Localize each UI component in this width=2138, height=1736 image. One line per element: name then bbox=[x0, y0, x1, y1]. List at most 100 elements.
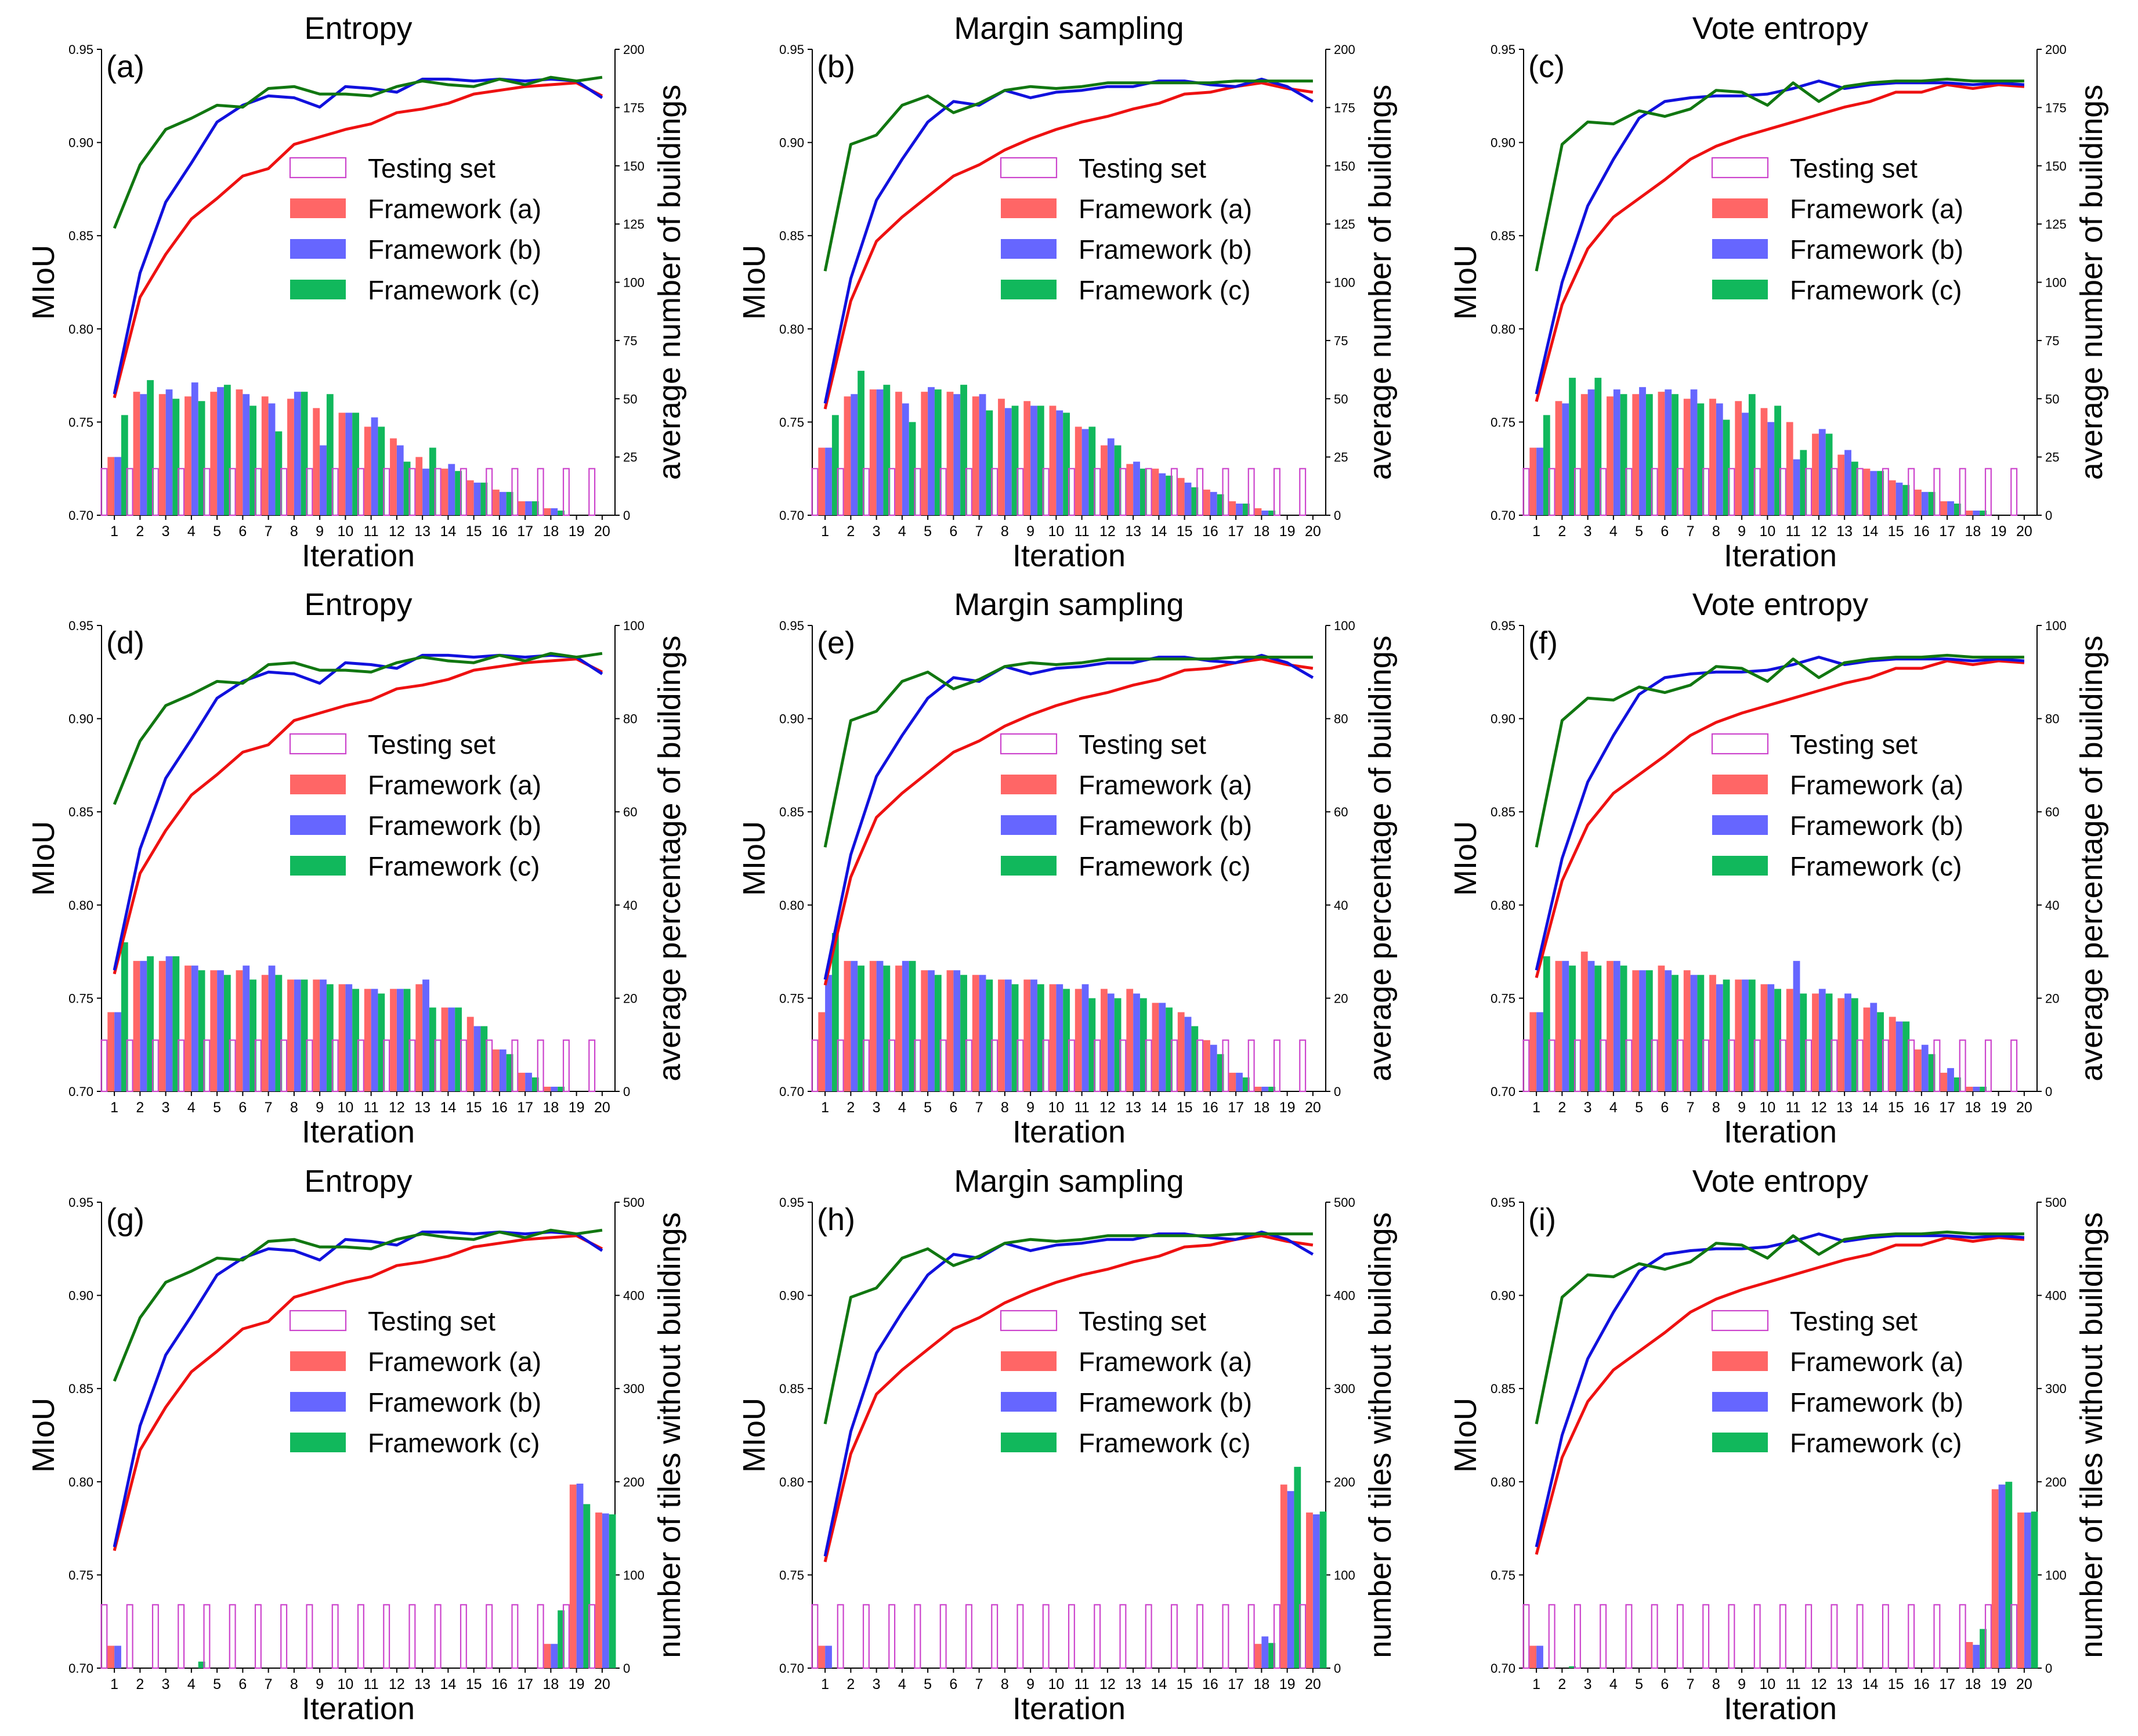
x-tick-label: 6 bbox=[1661, 1676, 1669, 1692]
x-tick-label: 7 bbox=[1687, 1100, 1695, 1116]
x-tick-label: 20 bbox=[1305, 523, 1321, 540]
bar-framework-a bbox=[261, 975, 269, 1091]
x-tick-label: 19 bbox=[1991, 1676, 2007, 1692]
legend-swatch-framework-c bbox=[290, 1433, 346, 1452]
bar-testing-set bbox=[914, 1604, 921, 1669]
bar-framework-a bbox=[1607, 961, 1614, 1091]
bar-framework-a bbox=[1254, 508, 1262, 515]
left-axis-label: MIoU bbox=[737, 245, 772, 320]
bar-testing-set bbox=[537, 1604, 544, 1669]
bar-framework-c bbox=[558, 1610, 565, 1668]
bar-framework-c bbox=[1980, 1629, 1987, 1668]
legend-swatch-framework-c bbox=[1712, 280, 1768, 299]
bar-testing-set bbox=[1573, 1039, 1581, 1093]
bar-framework-c bbox=[2031, 1511, 2038, 1668]
panel-title: Vote entropy bbox=[1692, 1164, 1868, 1199]
legend: Testing set Framework (a) Framework (b) Fra… bbox=[289, 729, 541, 881]
bar-framework-a bbox=[1023, 979, 1031, 1091]
bar-testing-set bbox=[1522, 1604, 1530, 1669]
left-tick-label: 0.95 bbox=[779, 1195, 804, 1210]
x-tick-label: 1 bbox=[821, 1100, 829, 1116]
bar-framework-b bbox=[1056, 410, 1063, 515]
left-tick-label: 0.75 bbox=[1491, 1568, 1515, 1582]
bar-framework-c bbox=[1723, 419, 1730, 515]
x-tick-label: 8 bbox=[1712, 523, 1720, 540]
legend-label: Framework (a) bbox=[1790, 194, 1963, 224]
x-tick-label: 12 bbox=[389, 1100, 405, 1116]
bar-framework-c bbox=[883, 965, 891, 1091]
bar-testing-set bbox=[229, 1604, 236, 1669]
bar-framework-a bbox=[2017, 1512, 2024, 1668]
x-tick-label: 2 bbox=[846, 1100, 855, 1116]
bar-framework-a bbox=[1529, 447, 1537, 515]
bar-framework-b bbox=[1870, 1003, 1877, 1091]
bar-framework-c bbox=[352, 989, 359, 1091]
bar-framework-a bbox=[1555, 401, 1562, 515]
left-axis-label: MIoU bbox=[1448, 821, 1483, 896]
bar-framework-c bbox=[1569, 1666, 1576, 1668]
bar-framework-a bbox=[133, 392, 140, 515]
bar-testing-set bbox=[126, 468, 133, 516]
left-tick-label: 0.90 bbox=[779, 712, 804, 726]
right-tick-label: 40 bbox=[623, 898, 637, 913]
x-tick-label: 11 bbox=[1075, 1676, 1090, 1692]
bar-testing-set bbox=[1959, 468, 1966, 516]
bar-framework-c bbox=[1748, 979, 1756, 1091]
left-tick-label: 0.85 bbox=[779, 805, 804, 819]
x-axis-label: Iteration bbox=[1724, 1691, 1837, 1726]
bar-framework-c bbox=[1569, 965, 1576, 1091]
x-tick-label: 16 bbox=[1202, 1100, 1218, 1116]
bar-framework-b bbox=[602, 1513, 609, 1668]
panel-h: 0.70 0.75 0.80 0.85 0.90 0.95 0 100 200 300 400 500… bbox=[737, 1164, 1398, 1726]
bar-framework-c bbox=[1088, 998, 1096, 1091]
bar-framework-c bbox=[198, 401, 205, 515]
panel-c: 0.700.750.800.850.900.950255075100125150… bbox=[1448, 11, 2109, 573]
bar-framework-c bbox=[986, 410, 993, 515]
right-tick-label: 100 bbox=[2045, 1568, 2067, 1582]
legend-label: Framework (c) bbox=[1790, 1428, 1962, 1458]
bar-framework-c bbox=[480, 1026, 488, 1091]
bar-testing-set bbox=[1753, 1039, 1761, 1093]
bar-testing-set bbox=[1600, 1039, 1607, 1093]
line-framework-b bbox=[823, 77, 1314, 404]
x-tick-label: 18 bbox=[1965, 523, 1981, 540]
right-tick-label: 200 bbox=[1334, 42, 1355, 57]
right-tick-label: 100 bbox=[623, 276, 645, 290]
bar-framework-c bbox=[429, 1007, 436, 1091]
bar-testing-set bbox=[280, 468, 288, 516]
bar-framework-b bbox=[114, 1012, 121, 1091]
legend-label: Framework (c) bbox=[368, 275, 540, 305]
bar-testing-set bbox=[2010, 468, 2018, 516]
line-framework-c bbox=[1535, 653, 2024, 848]
right-tick-label: 500 bbox=[1334, 1195, 1355, 1210]
bar-testing-set bbox=[100, 468, 108, 516]
bar-framework-c bbox=[480, 482, 488, 515]
bar-testing-set bbox=[254, 1039, 262, 1093]
x-tick-label: 13 bbox=[1125, 1100, 1141, 1116]
bar-framework-a bbox=[946, 970, 954, 1091]
bars bbox=[100, 942, 596, 1093]
x-tick-label: 17 bbox=[1939, 523, 1955, 540]
right-tick-label: 200 bbox=[2045, 1475, 2067, 1489]
left-tick-label: 0.90 bbox=[68, 1289, 93, 1303]
legend-label: Framework (a) bbox=[368, 770, 541, 800]
x-tick-label: 4 bbox=[187, 1100, 196, 1116]
bar-framework-c bbox=[1268, 1086, 1275, 1091]
right-tick-label: 0 bbox=[1334, 1661, 1341, 1676]
bar-framework-c bbox=[1242, 503, 1250, 515]
bar-framework-b bbox=[1562, 961, 1569, 1091]
bar-testing-set bbox=[1273, 468, 1280, 516]
bar-testing-set bbox=[991, 468, 999, 516]
bar-framework-a bbox=[1580, 394, 1588, 515]
legend-label: Framework (c) bbox=[1079, 1428, 1250, 1458]
bar-testing-set bbox=[151, 1604, 159, 1669]
bar-framework-b bbox=[902, 961, 909, 1091]
bar-framework-b bbox=[114, 457, 121, 515]
bar-framework-c bbox=[1217, 1054, 1224, 1091]
bar-framework-c bbox=[1851, 461, 1858, 515]
left-tick-label: 0.80 bbox=[1491, 1475, 1515, 1489]
bar-testing-set bbox=[811, 468, 819, 516]
right-tick-label: 0 bbox=[1334, 1084, 1341, 1099]
bar-testing-set bbox=[1573, 468, 1581, 516]
